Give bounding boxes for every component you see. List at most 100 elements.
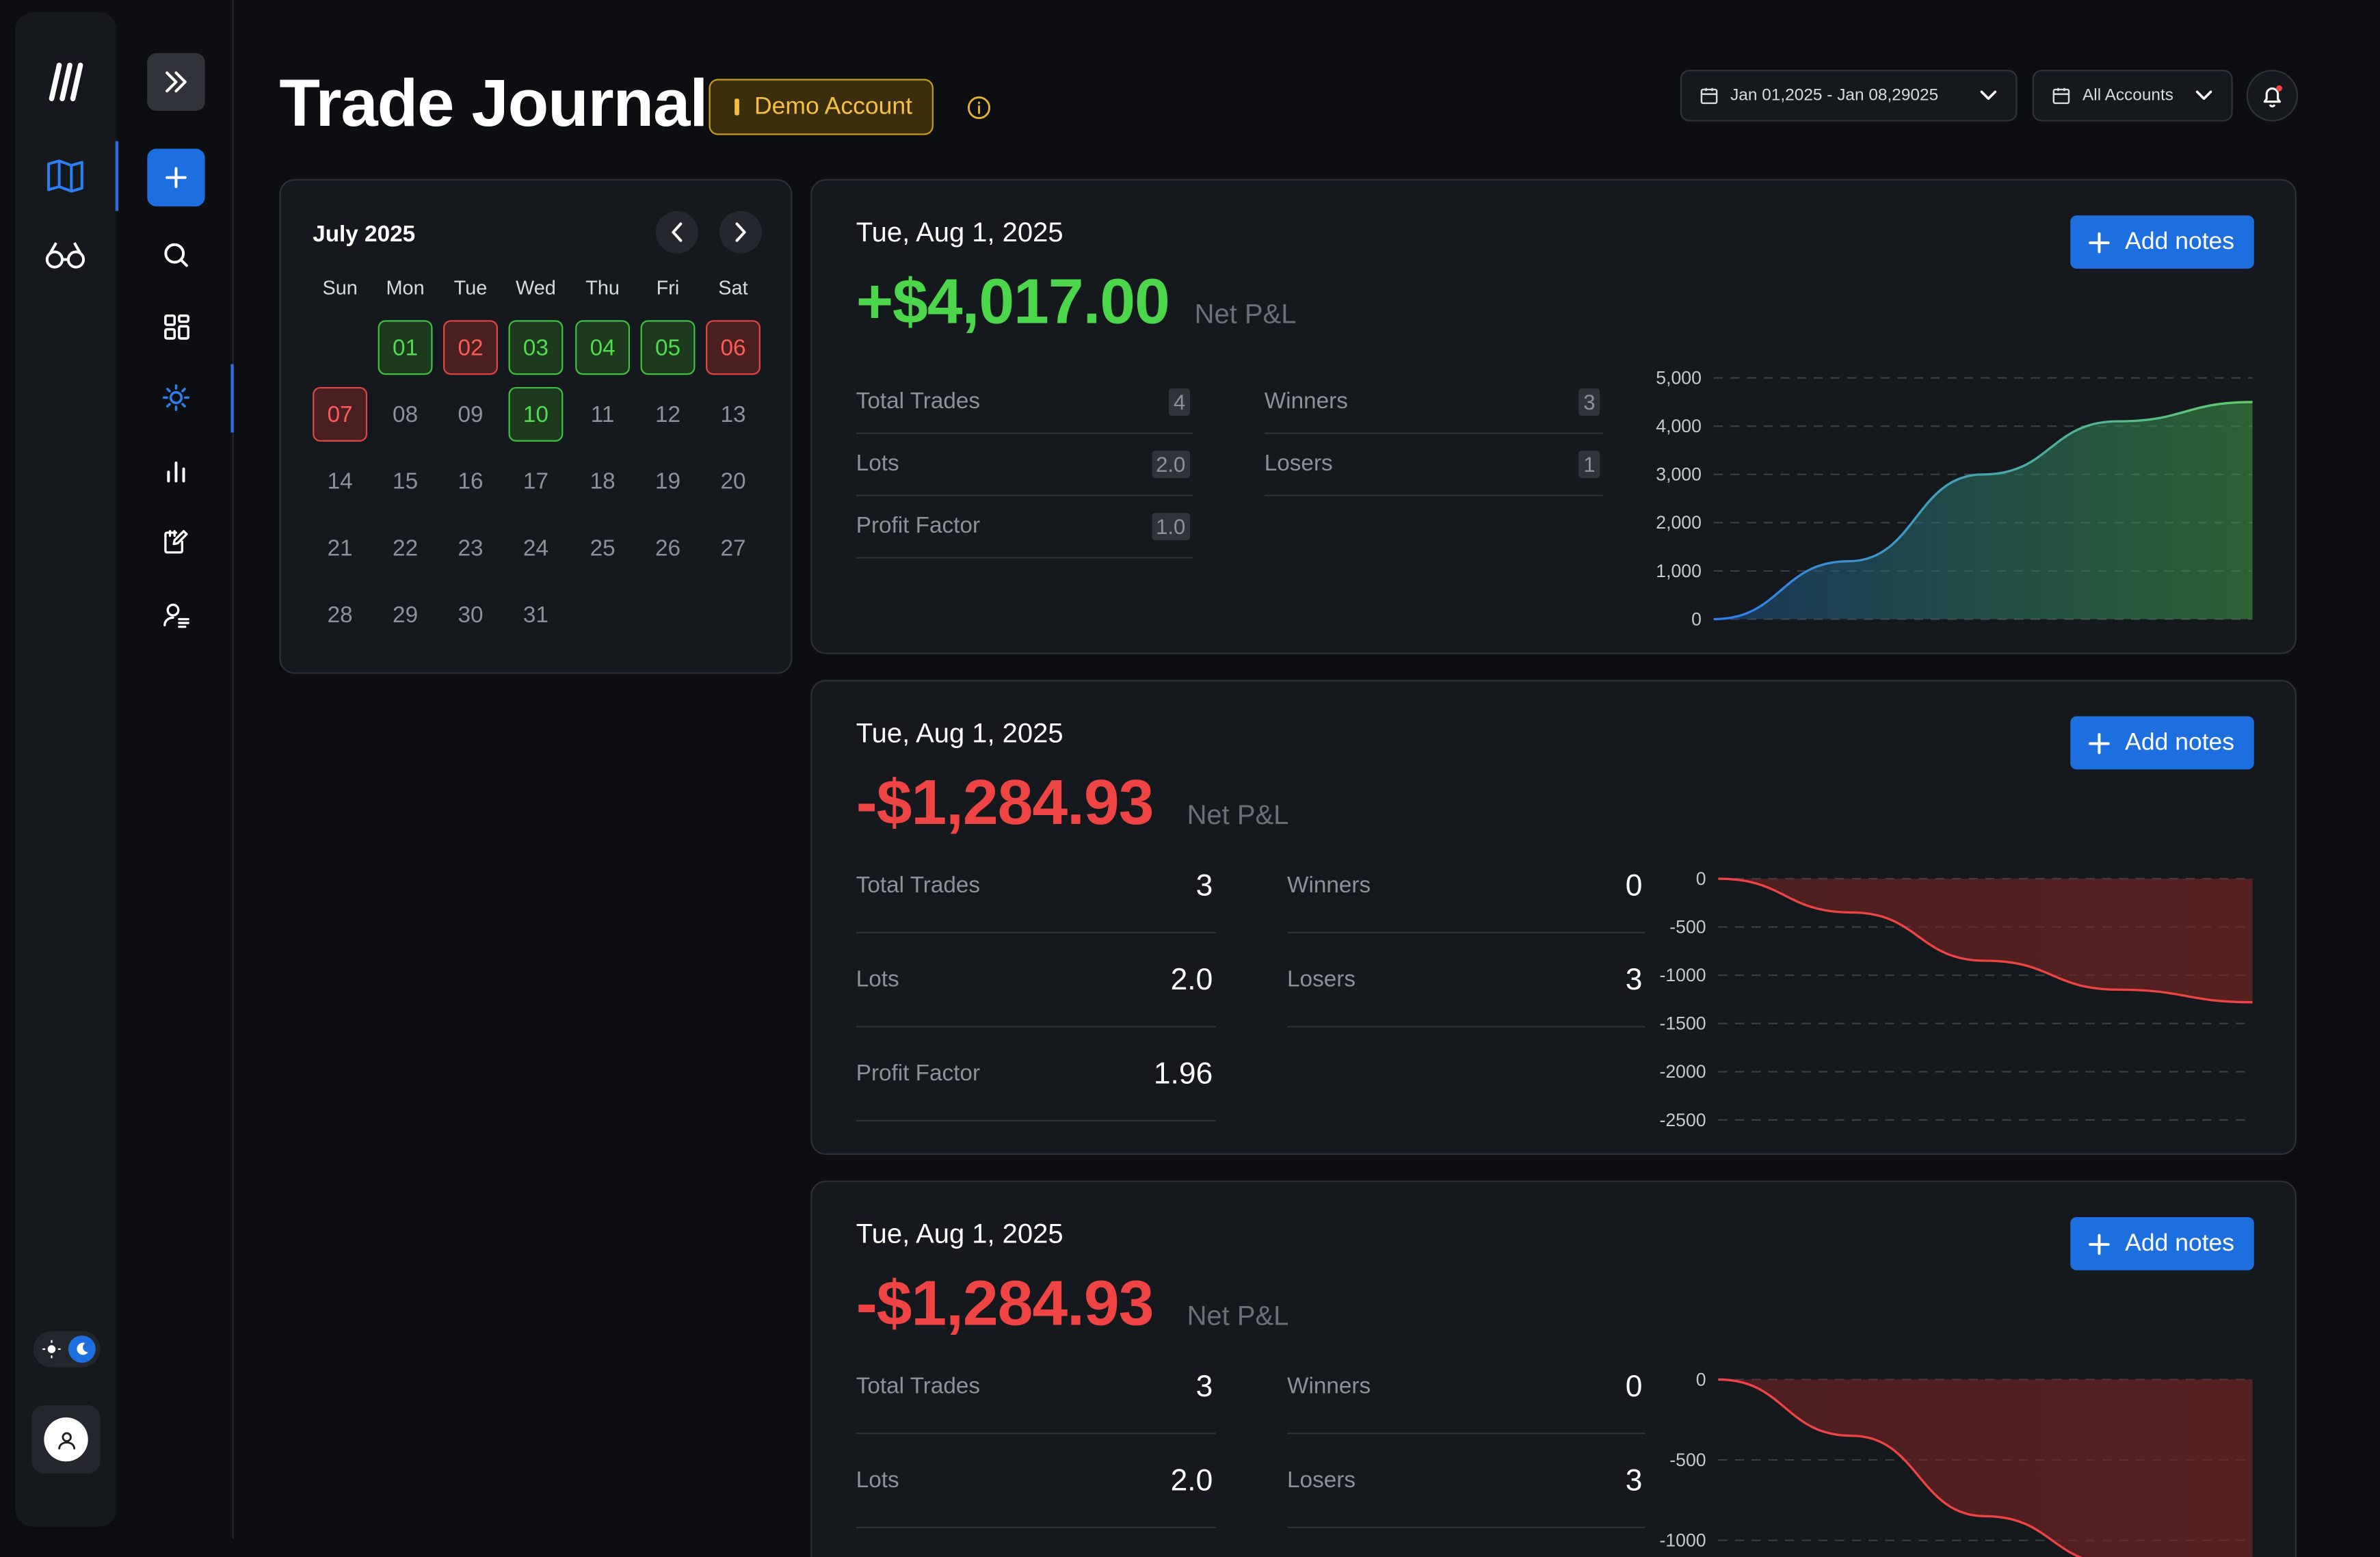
net-pnl-value: +$4,017.00 [856, 265, 1170, 337]
calendar-day-05[interactable]: 05 [640, 320, 696, 375]
calendar-next-button[interactable] [719, 211, 763, 254]
calendar-day-29[interactable]: 29 [393, 601, 419, 628]
calendar-day-22[interactable]: 22 [393, 535, 419, 561]
card-date: Tue, Aug 1, 2025 [856, 1219, 1063, 1249]
calendar-day-13[interactable]: 13 [720, 401, 746, 427]
calendar-day-21[interactable]: 21 [327, 535, 353, 561]
weekday-sat: Sat [718, 276, 748, 300]
stat-label: Total Trades [856, 873, 981, 899]
calendar-day-06[interactable]: 06 [706, 320, 761, 375]
stat-value: 1.0 [1151, 513, 1191, 541]
calendar-day-04[interactable]: 04 [575, 320, 631, 375]
calendar-day-10[interactable]: 10 [508, 386, 564, 442]
calendar-day-03[interactable]: 03 [508, 320, 564, 375]
secondary-nav-divider [232, 0, 234, 1539]
calendar-day-19[interactable]: 19 [655, 468, 681, 494]
stat-divider [1264, 432, 1603, 434]
avatar-container[interactable] [31, 1405, 101, 1474]
primary-rail [15, 12, 117, 1527]
calendar-day-07[interactable]: 07 [313, 386, 368, 442]
expand-sidebar-button[interactable] [147, 53, 205, 111]
calendar-day-23[interactable]: 23 [458, 535, 484, 561]
search-icon[interactable] [158, 237, 194, 273]
calendar-day-24[interactable]: 24 [523, 535, 548, 561]
stat-label: Losers [1264, 451, 1333, 477]
stat-value: 4 [1169, 388, 1191, 416]
accounts-value: All Accounts [2082, 86, 2173, 105]
weekday-tue: Tue [453, 276, 488, 300]
calendar-prev-button[interactable] [655, 211, 698, 254]
add-notes-button[interactable]: Add notes [2070, 716, 2254, 770]
stat-divider [1287, 1026, 1645, 1028]
add-notes-button[interactable]: Add notes [2070, 215, 2254, 269]
add-notes-label: Add notes [2125, 228, 2235, 254]
y-tick-label: -1500 [1659, 1013, 1706, 1034]
calendar-day-25[interactable]: 25 [590, 535, 616, 561]
weekday-sun: Sun [322, 276, 358, 300]
net-pnl-label: Net P&L [1187, 1301, 1289, 1331]
add-notes-button[interactable]: Add notes [2070, 1216, 2254, 1270]
pnl-area-chart: 0 -500 -1000 [1659, 1369, 2253, 1557]
stat-divider [1287, 1433, 1645, 1435]
sun-icon[interactable] [158, 380, 194, 416]
accounts-select[interactable]: All Accounts [2032, 70, 2233, 122]
y-tick-label: -500 [1669, 916, 1706, 937]
stat-label: Losers [1287, 1467, 1356, 1493]
weekday-wed: Wed [516, 276, 556, 300]
chevron-down-icon [2195, 90, 2212, 101]
notifications-button[interactable] [2246, 70, 2299, 122]
calendar-day-12[interactable]: 12 [655, 401, 681, 427]
bar-chart-icon[interactable] [158, 452, 194, 488]
stat-divider [856, 432, 1193, 434]
plus-icon [2089, 231, 2110, 253]
calendar-day-30[interactable]: 30 [458, 601, 484, 628]
calendar-day-31[interactable]: 31 [523, 601, 548, 628]
chart-series-line [1713, 401, 2253, 621]
calendar-day-09[interactable]: 09 [458, 401, 484, 427]
stat-divider [856, 557, 1193, 559]
calendar-day-15[interactable]: 15 [393, 468, 419, 494]
stat-label: Winners [1287, 1373, 1371, 1400]
stat-value: 3 [1195, 1370, 1213, 1404]
calendar-day-27[interactable]: 27 [720, 535, 746, 561]
badge-label: Demo Account [754, 93, 912, 120]
calendar-day-20[interactable]: 20 [720, 468, 746, 494]
calendar-day-08[interactable]: 08 [393, 401, 419, 427]
net-pnl-value: -$1,284.93 [856, 766, 1154, 838]
edit-note-icon[interactable] [158, 524, 194, 560]
stat-divider [1287, 1526, 1645, 1528]
glasses-icon[interactable] [42, 237, 88, 273]
stat-value: 3 [1625, 1464, 1643, 1498]
moon-icon [68, 1335, 96, 1363]
date-range-select[interactable]: Jan 01,2025 - Jan 08,29025 [1680, 70, 2018, 122]
calendar-day-17[interactable]: 17 [523, 468, 548, 494]
add-notes-label: Add notes [2125, 729, 2235, 756]
chevron-down-icon [1980, 90, 1997, 101]
y-tick-label: 5,000 [1656, 368, 1702, 388]
user-list-icon[interactable] [158, 596, 194, 633]
stat-divider [856, 494, 1193, 496]
demo-account-badge[interactable]: Demo Account [709, 79, 934, 135]
pnl-area-chart: 5,000 4,000 3,000 2,000 1,000 0 [1656, 368, 2253, 629]
stat-label: Total Trades [856, 388, 981, 414]
stat-label: Winners [1287, 873, 1371, 899]
chevron-left-icon [672, 222, 683, 242]
y-tick-label: 2,000 [1656, 512, 1702, 533]
calendar-day-28[interactable]: 28 [327, 601, 353, 628]
add-notes-label: Add notes [2125, 1229, 2235, 1256]
calendar-day-26[interactable]: 26 [655, 535, 681, 561]
calendar-day-18[interactable]: 18 [590, 468, 616, 494]
calendar-day-16[interactable]: 16 [458, 468, 484, 494]
chevron-right-icon [735, 222, 746, 242]
book-open-icon[interactable] [42, 155, 88, 197]
calendar-day-01[interactable]: 01 [378, 320, 433, 375]
calendar-day-11[interactable]: 11 [590, 401, 615, 427]
add-trade-button[interactable] [147, 148, 205, 207]
calendar-day-02[interactable]: 02 [443, 320, 498, 375]
info-icon[interactable] [966, 94, 992, 120]
theme-toggle[interactable] [33, 1331, 101, 1368]
grid-icon[interactable] [158, 308, 194, 345]
y-tick-label: -1000 [1659, 1530, 1706, 1551]
stripes-logo-icon[interactable] [42, 61, 88, 103]
calendar-day-14[interactable]: 14 [327, 468, 353, 494]
